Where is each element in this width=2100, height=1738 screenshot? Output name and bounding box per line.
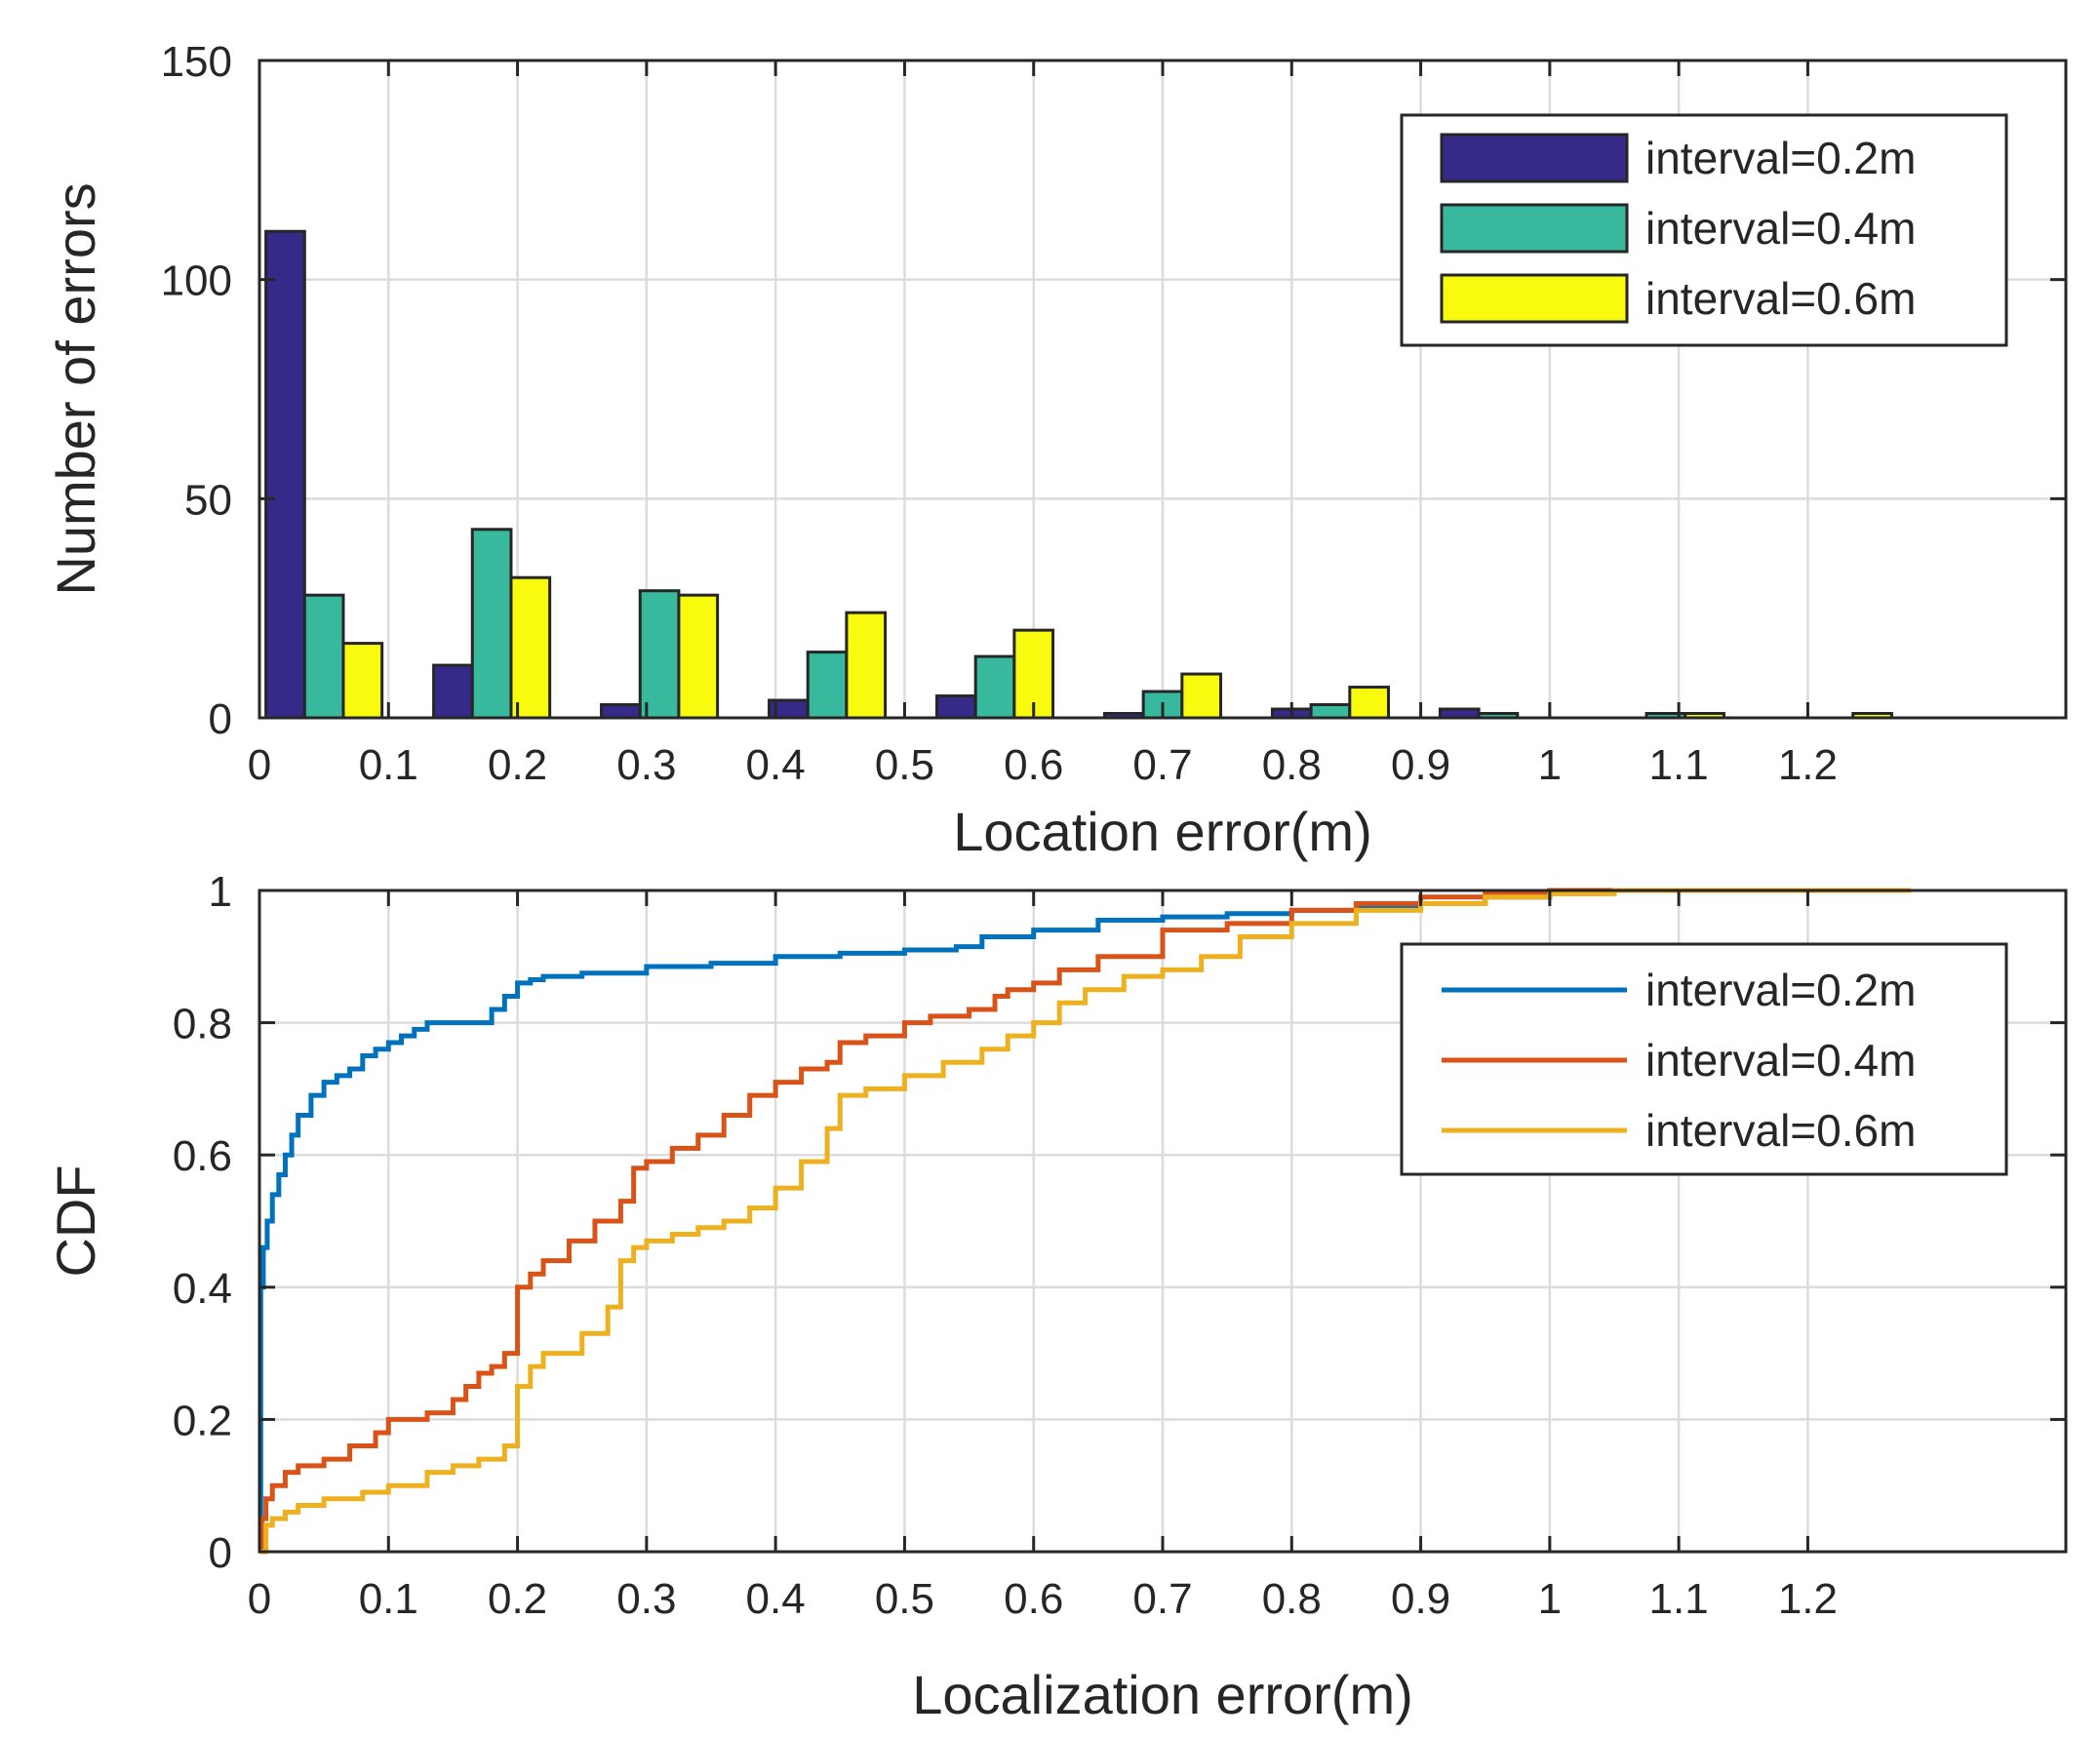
x-tick-label: 0.4 xyxy=(746,741,806,789)
x-tick-label: 0.8 xyxy=(1262,741,1322,789)
y-tick-label: 50 xyxy=(184,476,232,524)
y-tick-label: 0.4 xyxy=(173,1265,232,1313)
y-tick-label: 150 xyxy=(161,38,232,86)
cdf-x-tick-labels: 0 0.1 0.2 0.3 0.4 0.5 0.6 0.7 0.8 0.9 1 1.1 1.2 xyxy=(248,1575,1838,1623)
histogram-panel: 0 0.1 0.2 0.3 0.4 0.5 0.6 0.7 0.8 0.9 1 1.1 1.2 0 50 1… xyxy=(45,38,2068,862)
legend-swatch-interval-0.6m xyxy=(1440,273,1629,324)
y-tick-label: 0 xyxy=(209,1529,232,1577)
cdf-panel: 0 0.1 0.2 0.3 0.4 0.5 0.6 0.7 0.8 0.9 1 1.1 1.2 0 0.2… xyxy=(45,868,2068,1725)
x-tick-label: 0.8 xyxy=(1262,1575,1322,1623)
x-tick-label: 0 xyxy=(248,741,271,789)
bar-interval-0.4m-bin-3 xyxy=(806,651,849,720)
x-tick-label: 1 xyxy=(1538,1575,1562,1623)
bar-interval-0.6m-bin-2 xyxy=(677,593,720,720)
legend-label-interval-0.4m: interval=0.4m xyxy=(1645,203,1916,254)
legend-label-cdf-interval-0.6m: interval=0.6m xyxy=(1645,1105,1916,1156)
x-tick-label: 0.3 xyxy=(616,1575,676,1623)
histogram-legend: interval=0.2m interval=0.4m interval=0.6… xyxy=(1400,113,2008,347)
y-tick-label: 1 xyxy=(209,868,232,916)
x-tick-label: 0.5 xyxy=(875,741,934,789)
histogram-y-tick-labels: 0 50 100 150 xyxy=(161,38,232,743)
bar-interval-0.6m-bin-0 xyxy=(341,642,384,720)
histogram-tick-marks xyxy=(258,59,2066,720)
x-tick-label: 0.6 xyxy=(1004,1575,1063,1623)
x-tick-label: 0.7 xyxy=(1132,1575,1192,1623)
bar-interval-0.2m-bin-2 xyxy=(600,703,642,720)
legend-swatch-interval-0.2m xyxy=(1440,133,1629,183)
cdf-y-axis-label: CDF xyxy=(45,1165,106,1277)
cdf-tick-marks xyxy=(258,889,2066,1554)
cdf-legend: interval=0.2m interval=0.4m interval=0.6… xyxy=(1400,942,2008,1176)
cdf-line-interval-0.2m xyxy=(258,888,1744,1555)
legend-label-cdf-interval-0.4m: interval=0.4m xyxy=(1645,1035,1916,1086)
bar-interval-0.6m-bin-4 xyxy=(1012,628,1055,720)
histogram-x-axis-label: Location error(m) xyxy=(953,801,1371,862)
y-tick-label: 0.6 xyxy=(173,1132,232,1180)
bar-interval-0.4m-bin-4 xyxy=(973,654,1016,720)
x-tick-label: 0 xyxy=(248,1575,271,1623)
histogram-bars xyxy=(264,229,1893,720)
bar-interval-0.6m-bin-6 xyxy=(1348,686,1391,720)
cdf-lines xyxy=(258,888,1912,1555)
bar-interval-0.2m-bin-4 xyxy=(935,694,977,720)
x-tick-label: 1.1 xyxy=(1649,741,1709,789)
legend-swatch-interval-0.4m xyxy=(1440,203,1629,254)
legend-label-interval-0.6m: interval=0.6m xyxy=(1645,273,1916,324)
bar-interval-0.4m-bin-0 xyxy=(302,593,345,720)
x-tick-label: 0.3 xyxy=(616,741,676,789)
x-tick-label: 1.2 xyxy=(1778,1575,1838,1623)
y-tick-label: 100 xyxy=(161,257,232,305)
x-tick-label: 1.1 xyxy=(1649,1575,1709,1623)
histogram-y-axis-label: Number of errors xyxy=(45,182,106,595)
y-tick-label: 0.2 xyxy=(173,1397,232,1444)
x-tick-label: 1.2 xyxy=(1778,741,1838,789)
bar-interval-0.4m-bin-6 xyxy=(1309,703,1352,720)
bar-interval-0.2m-bin-1 xyxy=(432,663,474,720)
x-tick-label: 0.6 xyxy=(1004,741,1063,789)
bar-interval-0.2m-bin-0 xyxy=(264,229,306,720)
bar-interval-0.6m-bin-3 xyxy=(845,611,888,720)
cdf-x-axis-label: Localization error(m) xyxy=(912,1664,1413,1725)
bar-interval-0.6m-bin-5 xyxy=(1180,672,1223,720)
legend-label-cdf-interval-0.2m: interval=0.2m xyxy=(1645,965,1916,1015)
x-tick-label: 0.9 xyxy=(1391,1575,1450,1623)
x-tick-label: 0.5 xyxy=(875,1575,934,1623)
x-tick-label: 0.2 xyxy=(488,741,547,789)
legend-label-interval-0.2m: interval=0.2m xyxy=(1645,133,1916,183)
x-tick-label: 0.7 xyxy=(1132,741,1192,789)
y-tick-label: 0 xyxy=(209,695,232,743)
bar-interval-0.6m-bin-1 xyxy=(509,575,552,720)
bar-interval-0.4m-bin-1 xyxy=(470,528,513,720)
x-tick-label: 0.1 xyxy=(359,1575,418,1623)
y-tick-label: 0.8 xyxy=(173,1001,232,1048)
bar-interval-0.4m-bin-2 xyxy=(638,589,681,720)
x-tick-label: 0.4 xyxy=(746,1575,806,1623)
x-tick-label: 1 xyxy=(1538,741,1562,789)
histogram-x-tick-labels: 0 0.1 0.2 0.3 0.4 0.5 0.6 0.7 0.8 0.9 1 1.1 1.2 xyxy=(248,741,1838,789)
x-tick-label: 0.2 xyxy=(488,1575,547,1623)
x-tick-label: 0.1 xyxy=(359,741,418,789)
cdf-line-interval-0.4m xyxy=(259,888,1705,1555)
cdf-line-interval-0.6m xyxy=(259,888,1912,1555)
x-tick-label: 0.9 xyxy=(1391,741,1450,789)
cdf-y-tick-labels: 0 0.2 0.4 0.6 0.8 1 xyxy=(173,868,232,1577)
